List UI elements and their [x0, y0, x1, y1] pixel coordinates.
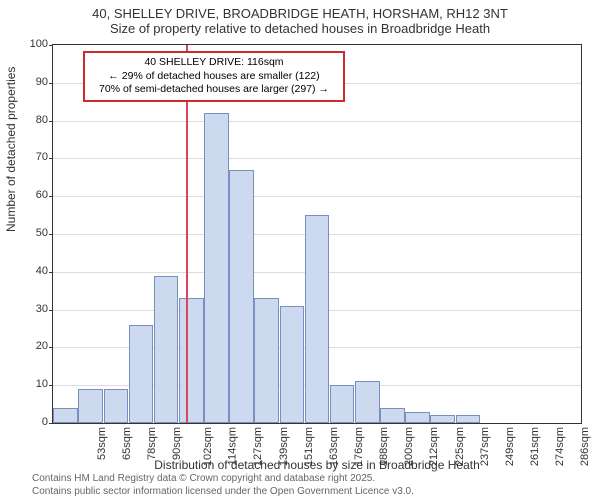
bar [204, 113, 229, 423]
x-tick-label: 53sqm [96, 427, 108, 460]
y-tick-mark [49, 385, 53, 386]
y-tick-mark [49, 272, 53, 273]
bar [456, 415, 481, 423]
y-tick-label: 70 [36, 151, 48, 163]
bar [229, 170, 254, 423]
x-tick-label: 225sqm [454, 427, 466, 466]
x-tick-label: 102sqm [202, 427, 214, 466]
x-tick-label: 114sqm [227, 427, 239, 465]
x-tick-label: 78sqm [146, 427, 158, 460]
bar [129, 325, 154, 423]
y-tick-mark [49, 158, 53, 159]
bar [330, 385, 355, 423]
y-tick-mark [49, 347, 53, 348]
bar [305, 215, 330, 423]
y-tick-mark [49, 121, 53, 122]
x-tick-label: 286sqm [579, 427, 591, 466]
chart-plot-area: 40 SHELLEY DRIVE: 116sqm← 29% of detache… [52, 44, 582, 424]
y-tick-label: 50 [36, 227, 48, 239]
chart-title-line-1: 40, SHELLEY DRIVE, BROADBRIDGE HEATH, HO… [0, 0, 600, 21]
grid-line [53, 196, 581, 197]
y-tick-mark [49, 310, 53, 311]
y-tick-label: 40 [36, 265, 48, 277]
bar [430, 415, 455, 423]
bar [78, 389, 103, 423]
y-tick-mark [49, 234, 53, 235]
chart-title-line-2: Size of property relative to detached ho… [0, 21, 600, 40]
x-tick-label: 212sqm [429, 427, 441, 466]
x-tick-label: 139sqm [278, 427, 290, 466]
x-tick-label: 65sqm [121, 427, 133, 460]
y-tick-label: 30 [36, 303, 48, 315]
y-tick-mark [49, 45, 53, 46]
grid-line [53, 121, 581, 122]
y-tick-label: 80 [36, 114, 48, 126]
bar [254, 298, 279, 423]
y-tick-label: 60 [36, 189, 48, 201]
x-tick-label: 151sqm [303, 427, 315, 466]
x-tick-label: 237sqm [479, 427, 491, 466]
bar [154, 276, 179, 423]
bar [355, 381, 380, 423]
bar [280, 306, 305, 423]
y-tick-mark [49, 83, 53, 84]
x-tick-label: 249sqm [504, 427, 516, 466]
x-axis-label: Distribution of detached houses by size … [52, 458, 582, 472]
bar [405, 412, 430, 423]
annotation-line-2: ← 29% of detached houses are smaller (12… [91, 70, 337, 84]
x-tick-label: 163sqm [328, 427, 340, 466]
x-tick-label: 90sqm [171, 427, 183, 460]
footnote-line-2: Contains public sector information licen… [32, 486, 414, 499]
x-tick-label: 127sqm [253, 427, 265, 466]
bar [380, 408, 405, 423]
chart-container: { "title_line1": "40, SHELLEY DRIVE, BRO… [0, 0, 600, 500]
x-tick-label: 188sqm [378, 427, 390, 466]
y-tick-label: 90 [36, 76, 48, 88]
bar [53, 408, 78, 423]
y-tick-mark [49, 196, 53, 197]
y-tick-label: 100 [30, 38, 48, 50]
y-tick-label: 20 [36, 340, 48, 352]
y-axis-label: Number of detached properties [4, 67, 18, 232]
x-tick-label: 261sqm [529, 427, 541, 466]
y-tick-label: 0 [42, 416, 48, 428]
x-tick-label: 200sqm [403, 427, 415, 466]
x-tick-label: 274sqm [554, 427, 566, 466]
bar [104, 389, 129, 423]
footnote-line-1: Contains HM Land Registry data © Crown c… [32, 473, 414, 486]
y-tick-mark [49, 423, 53, 424]
annotation-line-1: 40 SHELLEY DRIVE: 116sqm [91, 56, 337, 70]
annotation-line-3: 70% of semi-detached houses are larger (… [91, 83, 337, 97]
x-tick-label: 176sqm [353, 427, 365, 466]
grid-line [53, 158, 581, 159]
bar [179, 298, 204, 423]
annotation-box: 40 SHELLEY DRIVE: 116sqm← 29% of detache… [83, 51, 345, 102]
footnote: Contains HM Land Registry data © Crown c… [32, 473, 414, 498]
y-tick-label: 10 [36, 378, 48, 390]
